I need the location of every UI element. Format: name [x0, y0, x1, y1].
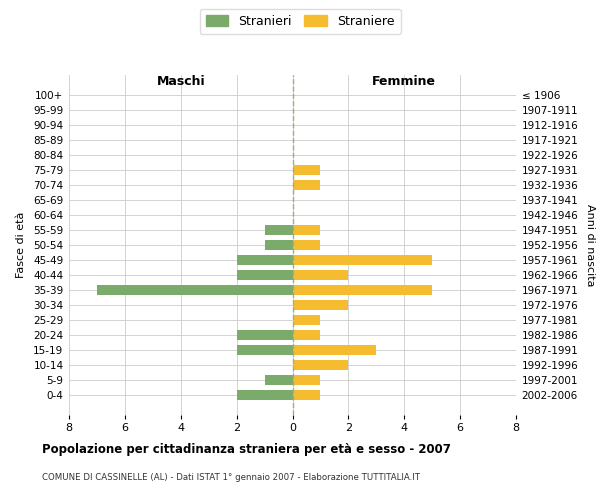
Bar — [293, 285, 432, 295]
Bar — [293, 166, 320, 175]
Bar — [265, 225, 293, 235]
Bar — [97, 285, 293, 295]
Bar — [236, 390, 293, 400]
Legend: Stranieri, Straniere: Stranieri, Straniere — [199, 8, 401, 34]
Bar — [236, 330, 293, 340]
Y-axis label: Fasce di età: Fasce di età — [16, 212, 26, 278]
Bar — [293, 240, 320, 250]
Bar — [236, 255, 293, 265]
Text: Popolazione per cittadinanza straniera per età e sesso - 2007: Popolazione per cittadinanza straniera p… — [42, 442, 451, 456]
Bar — [236, 345, 293, 354]
Bar — [293, 375, 320, 384]
Bar — [293, 255, 432, 265]
Bar — [293, 270, 349, 280]
Bar — [293, 300, 349, 310]
Bar — [293, 315, 320, 324]
Bar — [265, 240, 293, 250]
Bar — [293, 330, 320, 340]
Text: Maschi: Maschi — [157, 75, 205, 88]
Text: COMUNE DI CASSINELLE (AL) - Dati ISTAT 1° gennaio 2007 - Elaborazione TUTTITALIA: COMUNE DI CASSINELLE (AL) - Dati ISTAT 1… — [42, 472, 420, 482]
Bar — [293, 180, 320, 190]
Bar — [293, 390, 320, 400]
Y-axis label: Anni di nascita: Anni di nascita — [585, 204, 595, 286]
Bar — [293, 360, 349, 370]
Bar — [293, 225, 320, 235]
Bar — [265, 375, 293, 384]
Bar — [236, 270, 293, 280]
Bar — [293, 345, 376, 354]
Text: Femmine: Femmine — [372, 75, 436, 88]
